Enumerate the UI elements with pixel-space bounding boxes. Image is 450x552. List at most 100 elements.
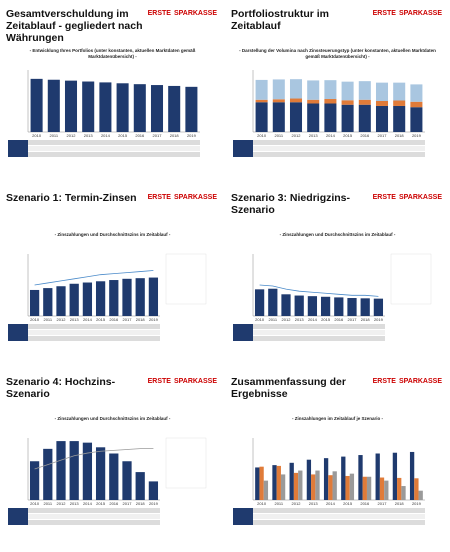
bar bbox=[109, 280, 119, 316]
bar bbox=[409, 451, 415, 500]
bar bbox=[30, 78, 43, 132]
bar bbox=[280, 474, 286, 500]
bar bbox=[324, 80, 337, 100]
table-row bbox=[8, 324, 160, 329]
bar bbox=[393, 105, 406, 132]
bar bbox=[349, 473, 355, 500]
table-row bbox=[233, 140, 425, 145]
bar bbox=[410, 84, 423, 102]
table-head bbox=[233, 140, 253, 157]
bar bbox=[148, 277, 159, 316]
chart: 2010 2011 2012 2013 2014 2015 2016 2017 2018 2019 bbox=[8, 70, 200, 157]
table-row bbox=[8, 152, 200, 157]
x-tick-label: 2015 bbox=[343, 501, 353, 506]
bar bbox=[324, 99, 337, 104]
slide-subtitle: - Zinszahlungen und Durchschnittszins im… bbox=[279, 232, 396, 237]
logo-erste: ERSTE bbox=[147, 378, 171, 385]
slide: Portfoliostruktur im Zeitablauf ERSTE SPAR… bbox=[225, 0, 450, 184]
chart: 2010 2011 2012 2013 2014 2015 2016 2017 2018 2019 bbox=[233, 438, 425, 525]
x-tick-label: 2015 bbox=[96, 317, 106, 322]
bar bbox=[109, 453, 119, 500]
bar bbox=[384, 480, 389, 500]
bar bbox=[272, 99, 285, 103]
x-tick-label: 2019 bbox=[187, 133, 197, 138]
x-tick-label: 2017 bbox=[153, 133, 163, 138]
table-head bbox=[8, 324, 28, 341]
bar bbox=[311, 474, 316, 500]
line-series bbox=[34, 448, 154, 470]
bar bbox=[69, 441, 79, 500]
bar bbox=[255, 467, 260, 500]
logo: ERSTE SPARKASSE bbox=[148, 194, 217, 201]
bar bbox=[289, 98, 303, 103]
table-row bbox=[233, 336, 385, 341]
bar bbox=[341, 456, 346, 500]
logo: ERSTE SPARKASSE bbox=[373, 10, 442, 17]
logo: ERSTE SPARKASSE bbox=[373, 378, 442, 385]
x-tick-label: 2012 bbox=[282, 317, 292, 322]
bar bbox=[366, 476, 372, 500]
table-row bbox=[8, 146, 200, 151]
x-tick-label: 2014 bbox=[83, 317, 93, 322]
slide-subtitle: - Darstellung der Volumina nach Zinssteu… bbox=[239, 48, 436, 59]
x-tick-label: 2019 bbox=[412, 133, 422, 138]
bar bbox=[307, 296, 318, 316]
slide: Zusammenfassung der Ergebnisse ERSTE SPARK… bbox=[225, 368, 450, 552]
bar bbox=[289, 102, 303, 132]
x-tick-label: 2017 bbox=[378, 133, 388, 138]
x-tick-label: 2010 bbox=[30, 501, 40, 506]
x-tick-label: 2017 bbox=[123, 317, 133, 322]
logo-erste: ERSTE bbox=[147, 10, 171, 17]
bar bbox=[294, 295, 304, 316]
logo: ERSTE SPARKASSE bbox=[373, 194, 442, 201]
table-row bbox=[233, 146, 425, 151]
bar bbox=[307, 99, 320, 104]
slide-title: Szenario 3: Niedrigzins-Szenario bbox=[231, 192, 351, 216]
bar bbox=[379, 477, 385, 500]
x-tick-label: 2010 bbox=[257, 501, 267, 506]
table-row bbox=[8, 508, 160, 513]
x-tick-label: 2012 bbox=[67, 133, 77, 138]
logo-sparkasse: SPARKASSE bbox=[398, 378, 442, 385]
bar bbox=[122, 278, 132, 316]
chart: 2010 2011 2012 2013 2014 2015 2016 2017 2018 2019 bbox=[233, 253, 432, 341]
slide-title: Szenario 1: Termin-Zinsen bbox=[6, 192, 137, 204]
table-row bbox=[233, 152, 425, 157]
bar bbox=[393, 100, 406, 106]
line-series bbox=[259, 284, 379, 297]
slide-title: Szenario 4: Hochzins-Szenario bbox=[6, 376, 116, 400]
table-row bbox=[8, 514, 160, 519]
bar bbox=[347, 298, 357, 316]
x-tick-label: 2010 bbox=[255, 317, 265, 322]
logo-sparkasse: SPARKASSE bbox=[173, 10, 217, 17]
note-box bbox=[390, 253, 432, 305]
bar bbox=[320, 296, 331, 316]
bar bbox=[307, 103, 320, 132]
logo-erste: ERSTE bbox=[372, 194, 396, 201]
bar bbox=[135, 472, 145, 500]
x-tick-label: 2018 bbox=[136, 317, 146, 322]
note-box bbox=[165, 253, 207, 305]
bar bbox=[307, 80, 320, 100]
x-tick-label: 2014 bbox=[308, 317, 318, 322]
bar bbox=[43, 448, 53, 500]
table-row bbox=[8, 336, 160, 341]
bar bbox=[263, 480, 269, 500]
x-tick-label: 2019 bbox=[412, 501, 422, 506]
x-tick-label: 2013 bbox=[309, 133, 319, 138]
x-tick-label: 2015 bbox=[96, 501, 106, 506]
x-tick-label: 2015 bbox=[321, 317, 331, 322]
bar bbox=[315, 470, 320, 500]
table-row bbox=[8, 520, 160, 525]
x-tick-label: 2018 bbox=[395, 133, 405, 138]
x-tick-label: 2019 bbox=[374, 317, 384, 322]
x-tick-label: 2016 bbox=[109, 501, 119, 506]
bar bbox=[82, 442, 93, 500]
bar bbox=[116, 83, 129, 132]
bar bbox=[334, 297, 344, 316]
bar bbox=[56, 286, 66, 316]
bar bbox=[95, 281, 106, 316]
bar bbox=[276, 465, 281, 500]
bar bbox=[95, 447, 106, 500]
